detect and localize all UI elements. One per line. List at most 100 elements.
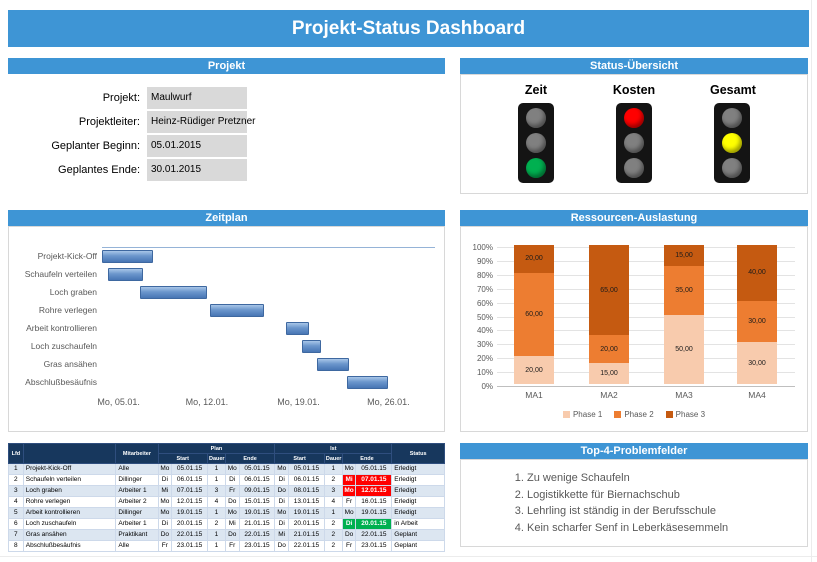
cell-task[interactable]: Arbeit kontrollieren: [22, 507, 117, 519]
cell-isd[interactable]: Di: [274, 518, 290, 530]
cell-status[interactable]: Erledigt: [391, 463, 445, 475]
cell-task[interactable]: Projekt-Kick-Off: [22, 463, 117, 475]
cell-status[interactable]: Erledigt: [391, 474, 445, 486]
cell-pe[interactable]: 23.01.15: [238, 540, 276, 552]
cell-is[interactable]: 22.01.15: [288, 540, 325, 552]
cell-ied[interactable]: Mi: [341, 474, 357, 486]
cell-psd[interactable]: Mo: [157, 496, 173, 508]
cell-ps[interactable]: 12.01.15: [171, 496, 208, 508]
cell-ps[interactable]: 23.01.15: [171, 540, 208, 552]
cell-is[interactable]: 21.01.15: [288, 529, 325, 541]
cell-task[interactable]: Loch zuschaufeln: [22, 518, 117, 530]
cell-is[interactable]: 19.01.15: [288, 507, 325, 519]
field-value-cell[interactable]: Maulwurf: [147, 86, 247, 109]
cell-ped[interactable]: Do: [224, 496, 240, 508]
cell-idur[interactable]: 1: [323, 507, 343, 519]
cell-pd[interactable]: 4: [206, 496, 226, 508]
cell-ped[interactable]: Di: [224, 474, 240, 486]
cell-is[interactable]: 06.01.15: [288, 474, 325, 486]
cell-task[interactable]: Abschlußbesäufnis: [22, 540, 117, 552]
cell-ma[interactable]: Arbeiter 1: [115, 485, 159, 497]
cell-psd[interactable]: Di: [157, 474, 173, 486]
cell-ied[interactable]: Fr: [341, 496, 357, 508]
cell-ma[interactable]: Praktikant: [115, 529, 159, 541]
cell-ie[interactable]: 19.01.15: [355, 507, 393, 519]
cell-status[interactable]: Erledigt: [391, 496, 445, 508]
cell-ma[interactable]: Alle: [115, 463, 159, 475]
cell-isd[interactable]: Mi: [274, 529, 290, 541]
cell-psd[interactable]: Di: [157, 518, 173, 530]
cell-isd[interactable]: Mo: [274, 507, 290, 519]
cell-ped[interactable]: Fr: [224, 540, 240, 552]
cell-lfd[interactable]: 6: [8, 518, 24, 530]
cell-lfd[interactable]: 1: [8, 463, 24, 475]
cell-idur[interactable]: 2: [323, 474, 343, 486]
cell-ma[interactable]: Dillinger: [115, 474, 159, 486]
cell-idur[interactable]: 2: [323, 540, 343, 552]
cell-ie[interactable]: 22.01.15: [355, 529, 393, 541]
cell-lfd[interactable]: 8: [8, 540, 24, 552]
cell-psd[interactable]: Mo: [157, 463, 173, 475]
cell-lfd[interactable]: 4: [8, 496, 24, 508]
cell-pe[interactable]: 06.01.15: [238, 474, 276, 486]
cell-pd[interactable]: 3: [206, 485, 226, 497]
cell-pd[interactable]: 2: [206, 518, 226, 530]
cell-ie[interactable]: 16.01.15: [355, 496, 393, 508]
cell-ped[interactable]: Fr: [224, 485, 240, 497]
cell-is[interactable]: 05.01.15: [288, 463, 325, 475]
cell-ps[interactable]: 22.01.15: [171, 529, 208, 541]
cell-ps[interactable]: 05.01.15: [171, 463, 208, 475]
cell-ps[interactable]: 06.01.15: [171, 474, 208, 486]
cell-ie[interactable]: 20.01.15: [355, 518, 393, 530]
cell-is[interactable]: 08.01.15: [288, 485, 325, 497]
cell-pd[interactable]: 1: [206, 474, 226, 486]
cell-isd[interactable]: Di: [274, 474, 290, 486]
cell-isd[interactable]: Do: [274, 540, 290, 552]
cell-ma[interactable]: Dillinger: [115, 507, 159, 519]
cell-ie[interactable]: 23.01.15: [355, 540, 393, 552]
cell-task[interactable]: Schaufeln verteilen: [22, 474, 117, 486]
cell-idur[interactable]: 1: [323, 463, 343, 475]
cell-status[interactable]: Erledigt: [391, 485, 445, 497]
field-value-cell[interactable]: 05.01.2015: [147, 134, 247, 157]
cell-pe[interactable]: 05.01.15: [238, 463, 276, 475]
cell-ps[interactable]: 19.01.15: [171, 507, 208, 519]
cell-isd[interactable]: Do: [274, 485, 290, 497]
cell-pd[interactable]: 1: [206, 463, 226, 475]
cell-is[interactable]: 20.01.15: [288, 518, 325, 530]
cell-pd[interactable]: 1: [206, 507, 226, 519]
cell-ped[interactable]: Mo: [224, 507, 240, 519]
cell-idur[interactable]: 4: [323, 496, 343, 508]
cell-psd[interactable]: Mi: [157, 485, 173, 497]
cell-ped[interactable]: Mi: [224, 518, 240, 530]
cell-ie[interactable]: 05.01.15: [355, 463, 393, 475]
cell-pe[interactable]: 22.01.15: [238, 529, 276, 541]
cell-pd[interactable]: 1: [206, 540, 226, 552]
cell-ied[interactable]: Fr: [341, 540, 357, 552]
cell-ied[interactable]: Mo: [341, 507, 357, 519]
cell-task[interactable]: Loch graben: [22, 485, 117, 497]
cell-ma[interactable]: Alle: [115, 540, 159, 552]
cell-ps[interactable]: 20.01.15: [171, 518, 208, 530]
cell-ied[interactable]: Mo: [341, 463, 357, 475]
cell-isd[interactable]: Mo: [274, 463, 290, 475]
cell-ps[interactable]: 07.01.15: [171, 485, 208, 497]
field-value-cell[interactable]: 30.01.2015: [147, 158, 247, 181]
cell-ied[interactable]: Di: [341, 518, 357, 530]
cell-pe[interactable]: 15.01.15: [238, 496, 276, 508]
cell-ied[interactable]: Mo: [341, 485, 357, 497]
cell-lfd[interactable]: 2: [8, 474, 24, 486]
cell-ie[interactable]: 07.01.15: [355, 474, 393, 486]
cell-ied[interactable]: Do: [341, 529, 357, 541]
cell-idur[interactable]: 3: [323, 485, 343, 497]
cell-lfd[interactable]: 5: [8, 507, 24, 519]
cell-pe[interactable]: 09.01.15: [238, 485, 276, 497]
cell-task[interactable]: Gras ansähen: [22, 529, 117, 541]
cell-status[interactable]: Geplant: [391, 540, 445, 552]
cell-idur[interactable]: 2: [323, 518, 343, 530]
cell-lfd[interactable]: 3: [8, 485, 24, 497]
cell-psd[interactable]: Do: [157, 529, 173, 541]
cell-ped[interactable]: Do: [224, 529, 240, 541]
cell-ma[interactable]: Arbeiter 1: [115, 518, 159, 530]
cell-task[interactable]: Rohre verlegen: [22, 496, 117, 508]
